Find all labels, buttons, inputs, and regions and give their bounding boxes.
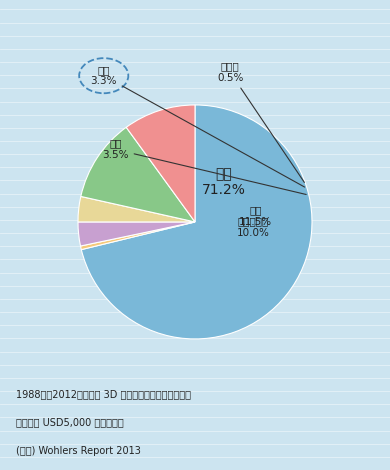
- Text: 欧州
11.5%: 欧州 11.5%: [239, 205, 272, 227]
- Text: 1988年～2012年累計の 3D プリンター出荷台数シェア: 1988年～2012年累計の 3D プリンター出荷台数シェア: [16, 389, 191, 399]
- Wedge shape: [82, 105, 312, 339]
- Wedge shape: [78, 196, 195, 222]
- Wedge shape: [78, 222, 195, 246]
- Text: 中国
3.5%: 中国 3.5%: [102, 139, 306, 195]
- Text: イスラエル
10.0%: イスラエル 10.0%: [237, 216, 270, 238]
- Wedge shape: [81, 127, 195, 222]
- Text: (出所) Wohlers Report 2013: (出所) Wohlers Report 2013: [16, 446, 140, 455]
- Text: その他
0.5%: その他 0.5%: [217, 62, 304, 182]
- Text: 米国
71.2%: 米国 71.2%: [202, 167, 246, 197]
- Text: 日本
3.3%: 日本 3.3%: [90, 65, 305, 187]
- Text: 販売価格 USD5,000 以上が対象: 販売価格 USD5,000 以上が対象: [16, 417, 123, 427]
- Wedge shape: [126, 105, 195, 222]
- Wedge shape: [80, 222, 195, 250]
